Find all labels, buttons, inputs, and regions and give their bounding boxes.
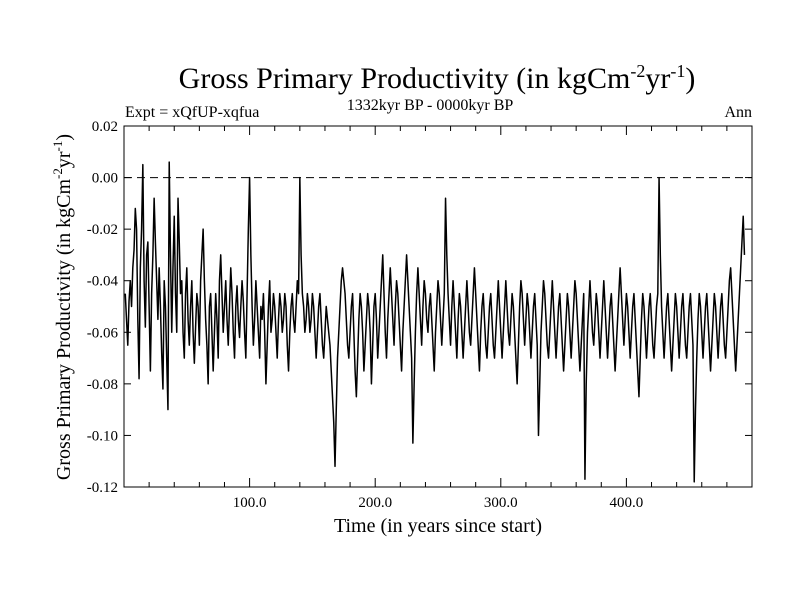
chart-subtitle: 1332kyr BP - 0000kyr BP — [347, 97, 514, 114]
x-tick-label: 400.0 — [610, 495, 644, 511]
x-tick-label: 100.0 — [233, 495, 267, 511]
y-tick-label: -0.02 — [87, 222, 118, 238]
y-tick-label: -0.10 — [87, 428, 118, 444]
y-axis-ticks: 0.02 0.00 -0.02 -0.04 -0.06 -0.08 -0.10 -0.12 — [87, 119, 752, 496]
season-label: Ann — [724, 104, 752, 121]
y-tick-label: 0.02 — [92, 119, 118, 135]
y-tick-label: -0.06 — [87, 325, 119, 341]
y-tick-label: -0.08 — [87, 377, 118, 393]
y-tick-label: -0.12 — [87, 480, 118, 496]
x-axis-label: Time (in years since start) — [334, 515, 542, 537]
y-tick-label: -0.04 — [87, 274, 119, 290]
y-tick-label: 0.00 — [92, 171, 118, 187]
gpp-series-line — [124, 161, 746, 483]
chart-title: Gross Primary Productivity (in kgCm-2yr-… — [179, 61, 696, 95]
y-axis-label: Gross Primary Productivity (in kgCm-2yr-… — [50, 134, 75, 480]
x-axis-ticks: 100.0 200.0 300.0 400.0 — [148, 126, 728, 511]
x-tick-label: 200.0 — [358, 495, 392, 511]
plot-frame — [123, 125, 753, 488]
expt-label: Expt = xQfUP-xqfua — [125, 104, 259, 121]
x-tick-label: 300.0 — [484, 495, 518, 511]
